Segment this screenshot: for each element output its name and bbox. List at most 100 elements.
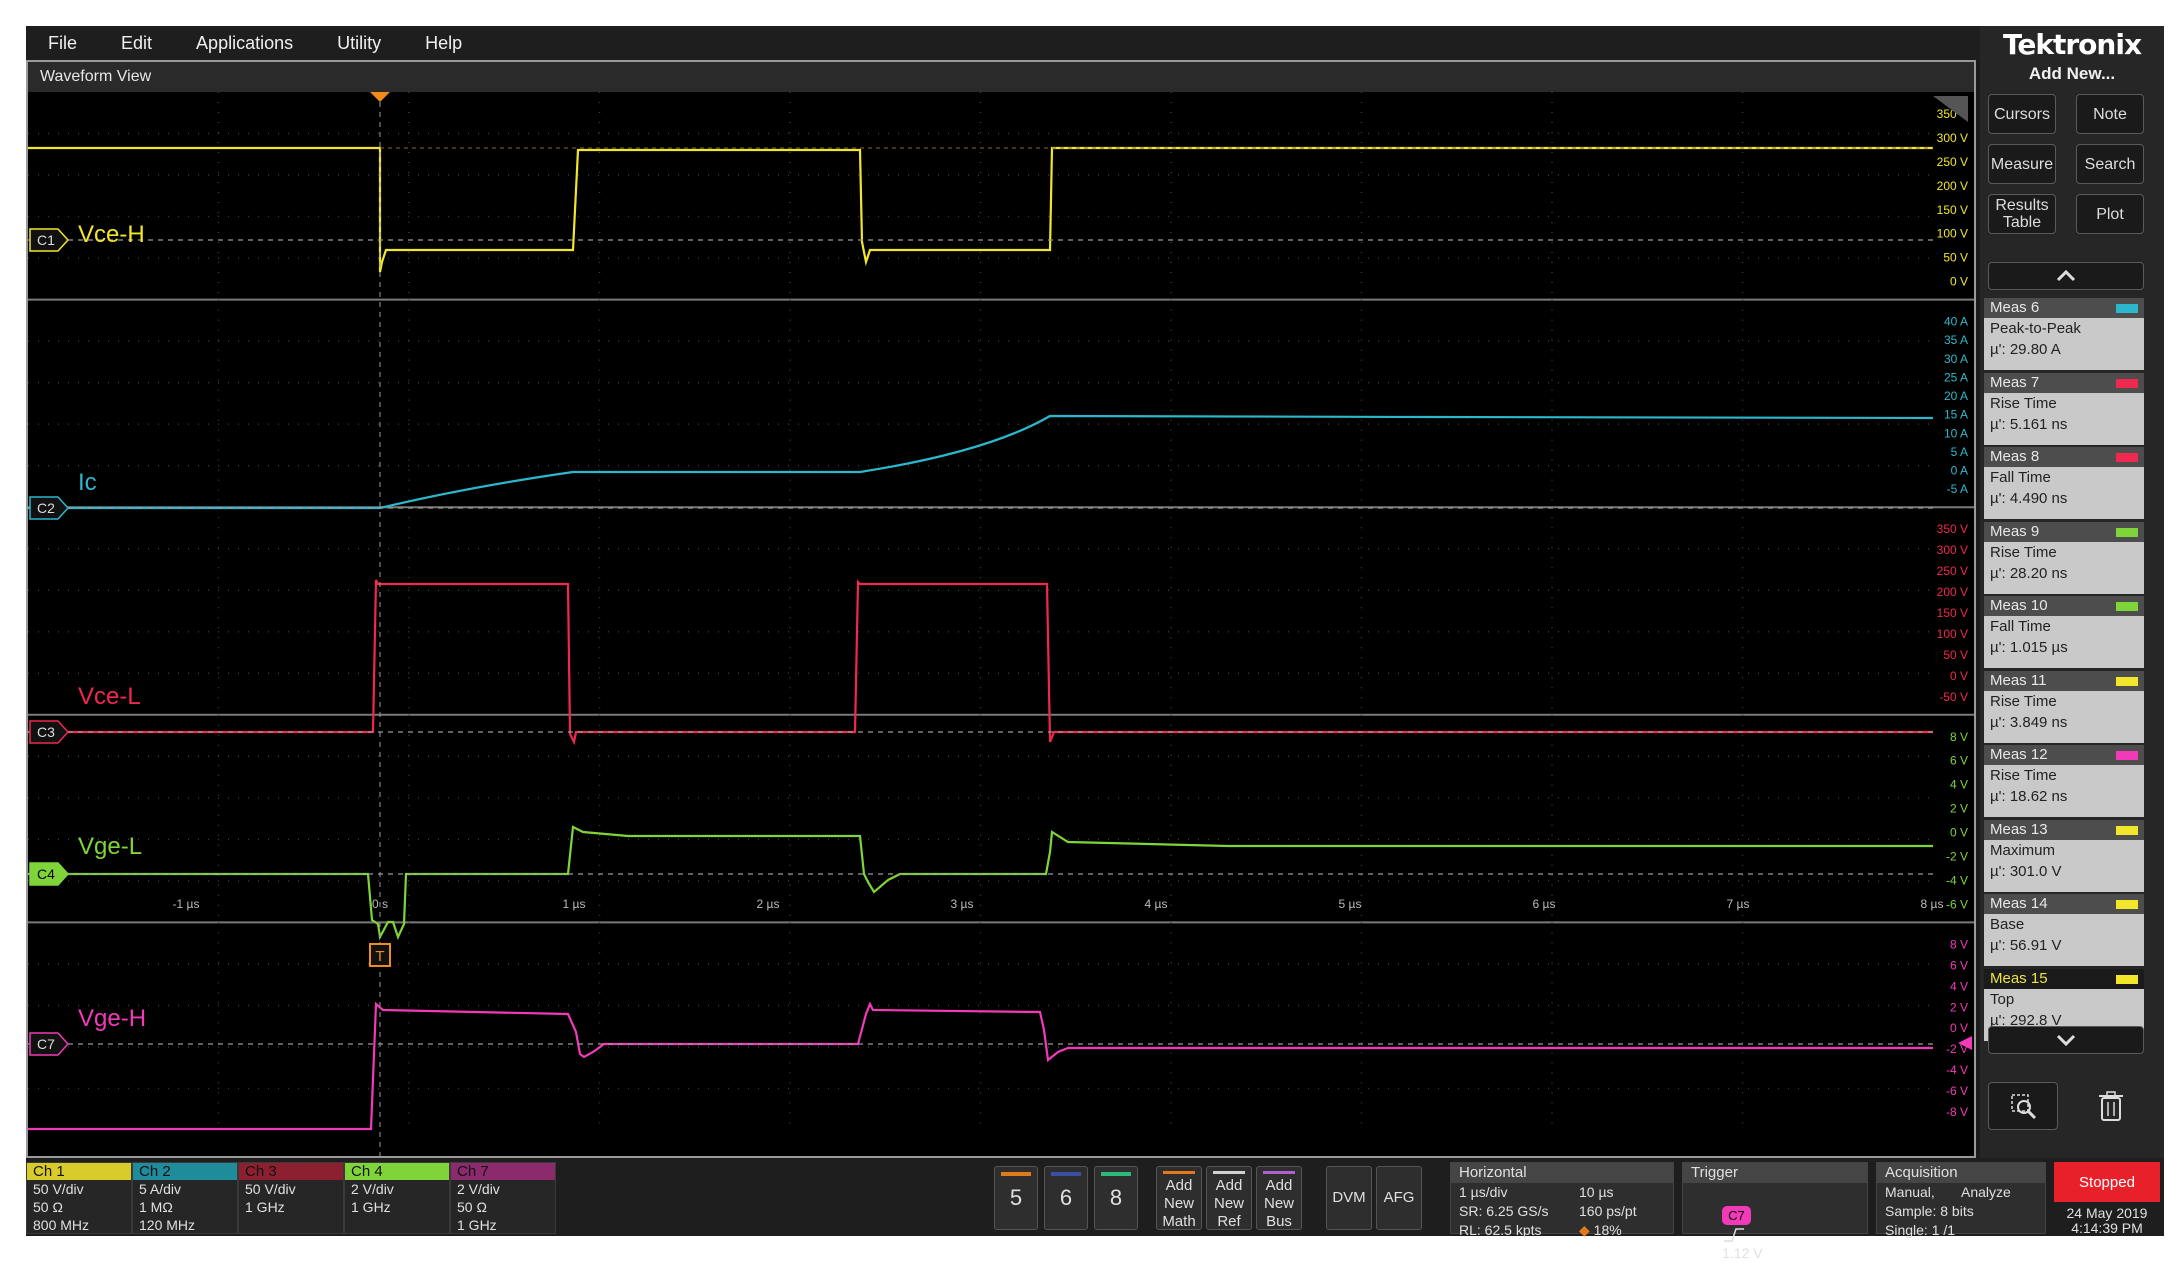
scale-label: 25 A bbox=[1944, 370, 1968, 384]
acquisition-title: Acquisition bbox=[1877, 1163, 2045, 1183]
measurement-badge[interactable]: Meas 8 Fall Time µ': 4.490 ns bbox=[1984, 447, 2144, 519]
scale-label: 50 V bbox=[1943, 251, 1968, 265]
ref-button-5[interactable]: 5 bbox=[994, 1166, 1038, 1230]
measurement-source-swatch bbox=[2116, 974, 2138, 984]
pane-resize-icon[interactable] bbox=[1933, 96, 1968, 122]
search-button[interactable]: Search bbox=[2076, 144, 2144, 184]
menu-applications[interactable]: Applications bbox=[196, 32, 294, 53]
measurement-badge[interactable]: Meas 14 Base µ': 56.91 V bbox=[1984, 894, 2144, 966]
dvm-button[interactable]: DVM bbox=[1326, 1166, 1372, 1230]
channel-scale: 50 V/div bbox=[33, 1181, 84, 1197]
measurement-type: Rise Time bbox=[1990, 394, 2057, 412]
trace-C3 bbox=[28, 579, 1933, 746]
scroll-up-button[interactable] bbox=[1988, 262, 2144, 290]
afg-button[interactable]: AFG bbox=[1376, 1166, 1422, 1230]
acquisition-sample: Sample: 8 bits bbox=[1885, 1203, 1974, 1219]
menu-edit[interactable]: Edit bbox=[121, 32, 153, 53]
brand-logo: Tektronix bbox=[2002, 28, 2142, 61]
channel-impedance: 1 MΩ bbox=[139, 1199, 173, 1215]
channel-settings-badge[interactable]: Ch 3 50 V/div 1 GHz bbox=[238, 1162, 344, 1234]
channel-marker-C1[interactable]: C1 bbox=[29, 228, 70, 252]
add-new-button[interactable]: Add New Math bbox=[1156, 1166, 1202, 1230]
scale-label: 100 V bbox=[1937, 627, 1968, 641]
horizontal-panel[interactable]: Horizontal 1 µs/div 10 µs SR: 6.25 GS/s 16… bbox=[1450, 1162, 1674, 1238]
run-stop-status[interactable]: Stopped bbox=[2054, 1162, 2160, 1202]
scale-label: -8 V bbox=[1946, 1105, 1968, 1119]
measurement-type: Top bbox=[1990, 990, 2015, 1008]
channel-marker-C4[interactable]: C4 bbox=[29, 862, 70, 886]
measure-button[interactable]: Measure bbox=[1988, 144, 2056, 184]
scale-label: 350 V bbox=[1937, 522, 1968, 536]
measurement-type: Rise Time bbox=[1990, 692, 2057, 710]
measurement-value: µ': 1.015 µs bbox=[1990, 639, 2068, 656]
channel-badge-icon bbox=[29, 862, 70, 886]
add-new-button[interactable]: Add New Ref bbox=[1206, 1166, 1252, 1230]
channel-bandwidth: 1 GHz bbox=[351, 1199, 391, 1215]
waveform-display[interactable]: 350 V 300 V 250 V 200 V 150 V 100 V 50 V 0 V 40 … bbox=[28, 92, 1974, 1156]
scale-label: 2 V bbox=[1950, 1000, 1968, 1014]
waveform-view[interactable]: Waveform View 350 V 300 V 250 V 200 V 150 V 1… bbox=[26, 60, 1976, 1158]
measurement-value: µ': 5.161 ns bbox=[1990, 415, 2068, 433]
scale-label: 20 A bbox=[1944, 389, 1968, 403]
record-length: RL: 62.5 kpts bbox=[1459, 1222, 1542, 1238]
add-button-color-strip bbox=[1263, 1171, 1295, 1174]
add-button-label: Add New Ref bbox=[1213, 1177, 1244, 1230]
trigger-position: 18% bbox=[1593, 1222, 1622, 1238]
status-time: 4:14:39 PM bbox=[2071, 1220, 2143, 1236]
plot-button[interactable]: Plot bbox=[2076, 194, 2144, 234]
zoom-button[interactable] bbox=[1988, 1082, 2058, 1130]
scale-label: 0 V bbox=[1950, 1021, 1968, 1035]
scale-label: 200 V bbox=[1937, 585, 1968, 599]
menu-file[interactable]: File bbox=[48, 32, 78, 53]
measurement-badge[interactable]: Meas 6 Peak-to-Peak µ': 29.80 A bbox=[1984, 298, 2144, 370]
measurement-badge[interactable]: Meas 10 Fall Time µ': 1.015 µs bbox=[1984, 596, 2144, 668]
time-label: 1 µs bbox=[563, 897, 586, 911]
channel-badge-icon bbox=[29, 720, 70, 744]
channel-marker-C3[interactable]: C3 bbox=[29, 720, 70, 744]
waveform-pane-C7: 8 V 6 V 4 V 2 V 0 V -2 V -4 V -6 V -8 V bbox=[28, 922, 1968, 1130]
channel-id: C3 bbox=[37, 724, 55, 740]
measurement-source-swatch bbox=[2116, 378, 2138, 388]
results-table-button[interactable]: Results Table bbox=[1988, 194, 2056, 234]
time-label: 3 µs bbox=[951, 897, 974, 911]
measurement-source-swatch bbox=[2116, 751, 2138, 760]
ref-button-label: 8 bbox=[1109, 1185, 1123, 1210]
measurement-badge[interactable]: Meas 12 Rise Time µ': 18.62 ns bbox=[1984, 745, 2144, 817]
note-button[interactable]: Note bbox=[2076, 94, 2144, 134]
trigger-marker[interactable]: T bbox=[369, 943, 391, 967]
trigger-level-icon bbox=[1958, 1036, 1972, 1050]
measurement-source-swatch bbox=[2116, 825, 2138, 835]
horizontal-scale: 1 µs/div bbox=[1459, 1184, 1508, 1200]
scale-label: -2 V bbox=[1946, 850, 1968, 864]
ref-button-6[interactable]: 6 bbox=[1044, 1166, 1088, 1230]
measurement-badge[interactable]: Meas 7 Rise Time µ': 5.161 ns bbox=[1984, 372, 2144, 445]
time-label: 0 s bbox=[372, 897, 388, 911]
waveform-pane-C2: 40 A 35 A 30 A 25 A 20 A 15 A 10 A 5 A 0 A -5 A bbox=[28, 299, 1974, 509]
delete-button[interactable] bbox=[2076, 1082, 2146, 1130]
channel-settings-badge[interactable]: Ch 1 50 V/div 50 Ω 800 MHz bbox=[26, 1162, 132, 1234]
channel-marker-C7[interactable]: C7 bbox=[29, 1032, 70, 1056]
menu-help[interactable]: Help bbox=[425, 32, 463, 53]
add-button-label: Add New Bus bbox=[1263, 1177, 1294, 1230]
ref-button-8[interactable]: 8 bbox=[1094, 1166, 1138, 1230]
channel-label: Ch 3 bbox=[239, 1163, 343, 1180]
measurement-badge[interactable]: Meas 11 Rise Time µ': 3.849 ns bbox=[1984, 670, 2144, 743]
acquisition-panel[interactable]: Acquisition Manual, Analyze Sample: 8 bit… bbox=[1876, 1162, 2046, 1238]
scale-label: 5 A bbox=[1951, 445, 1968, 459]
time-label: 7 µs bbox=[1727, 897, 1750, 911]
measurement-source-swatch bbox=[2116, 527, 2138, 537]
measurement-source-swatch bbox=[2116, 900, 2138, 909]
measurement-name: Meas 8 bbox=[1984, 447, 2144, 467]
channel-marker-C2[interactable]: C2 bbox=[29, 496, 70, 520]
measurement-badge[interactable]: Meas 13 Maximum µ': 301.0 V bbox=[1984, 819, 2144, 892]
cursors-button[interactable]: Cursors bbox=[1988, 94, 2056, 134]
menu-utility[interactable]: Utility bbox=[337, 32, 382, 53]
measurement-badge[interactable]: Meas 9 Rise Time µ': 28.20 ns bbox=[1984, 521, 2144, 594]
add-new-button[interactable]: Add New Bus bbox=[1256, 1166, 1302, 1230]
scroll-down-button[interactable] bbox=[1988, 1026, 2144, 1054]
trigger-panel[interactable]: Trigger C7 1.12 V bbox=[1682, 1162, 1868, 1261]
measurement-value: µ': 28.20 ns bbox=[1990, 564, 2068, 582]
